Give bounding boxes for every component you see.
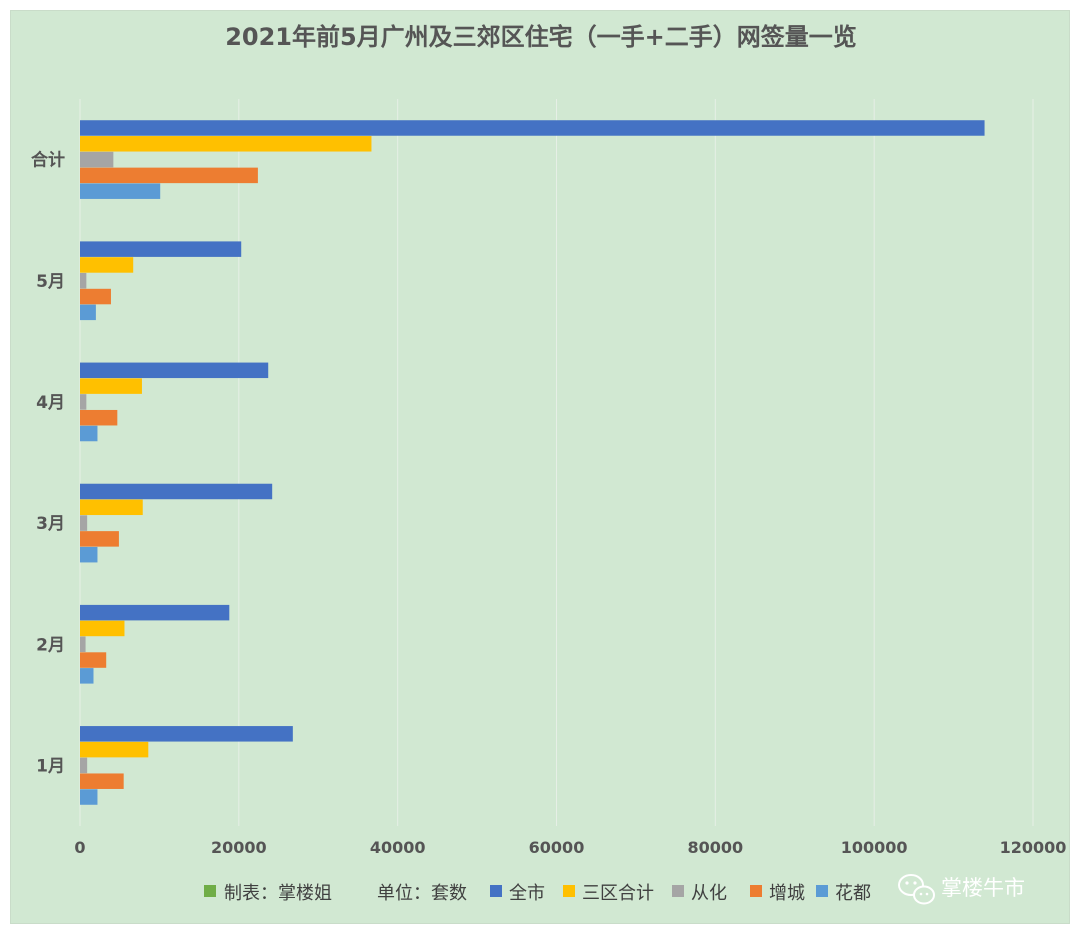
- bar-全市-合计: [80, 120, 985, 136]
- chart-frame: 2021年前5月广州及三郊区住宅（一手+二手）网签量一览 合计 5月 4月 3月 2月 1…: [10, 10, 1070, 924]
- legend-label: 从化: [691, 883, 727, 904]
- bar-增城-合计: [80, 167, 258, 184]
- category-label: 合计: [31, 150, 65, 171]
- bar-从化-合计: [80, 151, 114, 168]
- legend-swatch-从化: [672, 885, 684, 897]
- bar-三区合计-1月: [80, 741, 149, 758]
- x-tick-labels: 0 20000 40000 60000 80000 100000 120000: [74, 838, 1066, 857]
- legend-label: 增城: [769, 883, 805, 904]
- bar-三区合计-4月: [80, 378, 142, 394]
- bar-从化-2月: [80, 636, 86, 652]
- bar-花都-1月: [80, 789, 98, 805]
- legend-swatch-三区合计: [563, 885, 575, 897]
- legend-source-label: 制表：掌楼姐: [224, 883, 332, 904]
- category-label: 3月: [36, 514, 65, 534]
- bar-增城-1月: [80, 773, 124, 789]
- legend-swatch-花都: [816, 885, 828, 897]
- category-label: 1月: [36, 756, 65, 776]
- x-tick-label: 40000: [370, 838, 426, 857]
- legend-swatch-全市: [490, 885, 502, 897]
- legend-swatch-增城: [750, 885, 762, 897]
- category-label: 2月: [36, 635, 65, 655]
- legend-label: 花都: [835, 883, 871, 904]
- bar-从化-4月: [80, 394, 87, 410]
- category-label: 4月: [36, 393, 65, 413]
- legend-label: 三区合计: [582, 883, 654, 904]
- bar-增城-5月: [80, 288, 111, 305]
- x-tick-label: 60000: [529, 838, 585, 857]
- bar-全市-4月: [80, 362, 269, 379]
- bar-增城-4月: [80, 409, 118, 426]
- bar-花都-2月: [80, 668, 94, 684]
- legend-series: 全市 三区合计 从化 增城 花都: [490, 883, 871, 904]
- bar-全市-1月: [80, 726, 293, 742]
- x-tick-label: 0: [74, 838, 85, 857]
- bar-全市-3月: [80, 483, 273, 500]
- legend: 制表：掌楼姐 单位：套数 全市 三区合计 从化 增城 花都: [204, 883, 871, 904]
- watermark-text: 掌楼牛市: [941, 876, 1025, 900]
- bar-花都-3月: [80, 546, 98, 563]
- x-tick-label: 80000: [687, 838, 743, 857]
- bar-三区合计-合计: [80, 136, 372, 152]
- bar-从化-1月: [80, 757, 88, 774]
- bar-三区合计-5月: [80, 257, 134, 273]
- gridlines: [79, 99, 1034, 826]
- x-tick-label: 20000: [211, 838, 267, 857]
- watermark: 掌楼牛市: [898, 874, 1025, 905]
- bar-全市-2月: [80, 604, 230, 621]
- x-tick-label: 120000: [1000, 838, 1067, 857]
- x-tick-label: 100000: [841, 838, 908, 857]
- bar-花都-5月: [80, 304, 96, 321]
- category-labels: 合计 5月 4月 3月 2月 1月: [31, 150, 65, 777]
- bars: [80, 120, 985, 805]
- bar-chart: 2021年前5月广州及三郊区住宅（一手+二手）网签量一览 合计 5月 4月 3月 2月 1…: [31, 23, 1066, 905]
- category-label: 5月: [36, 272, 65, 292]
- bar-花都-4月: [80, 425, 98, 442]
- legend-swatch-source: [204, 885, 216, 897]
- legend-label: 全市: [509, 883, 545, 904]
- bar-三区合计-3月: [80, 499, 143, 516]
- bar-增城-2月: [80, 652, 107, 668]
- bar-三区合计-2月: [80, 620, 125, 637]
- bar-全市-5月: [80, 241, 242, 257]
- wechat-icon: [898, 874, 935, 905]
- chart-title: 2021年前5月广州及三郊区住宅（一手+二手）网签量一览: [225, 23, 857, 51]
- bar-从化-3月: [80, 515, 88, 531]
- bar-增城-3月: [80, 531, 119, 547]
- bar-花都-合计: [80, 183, 161, 199]
- bar-从化-5月: [80, 273, 87, 289]
- legend-unit-label: 单位：套数: [377, 883, 467, 904]
